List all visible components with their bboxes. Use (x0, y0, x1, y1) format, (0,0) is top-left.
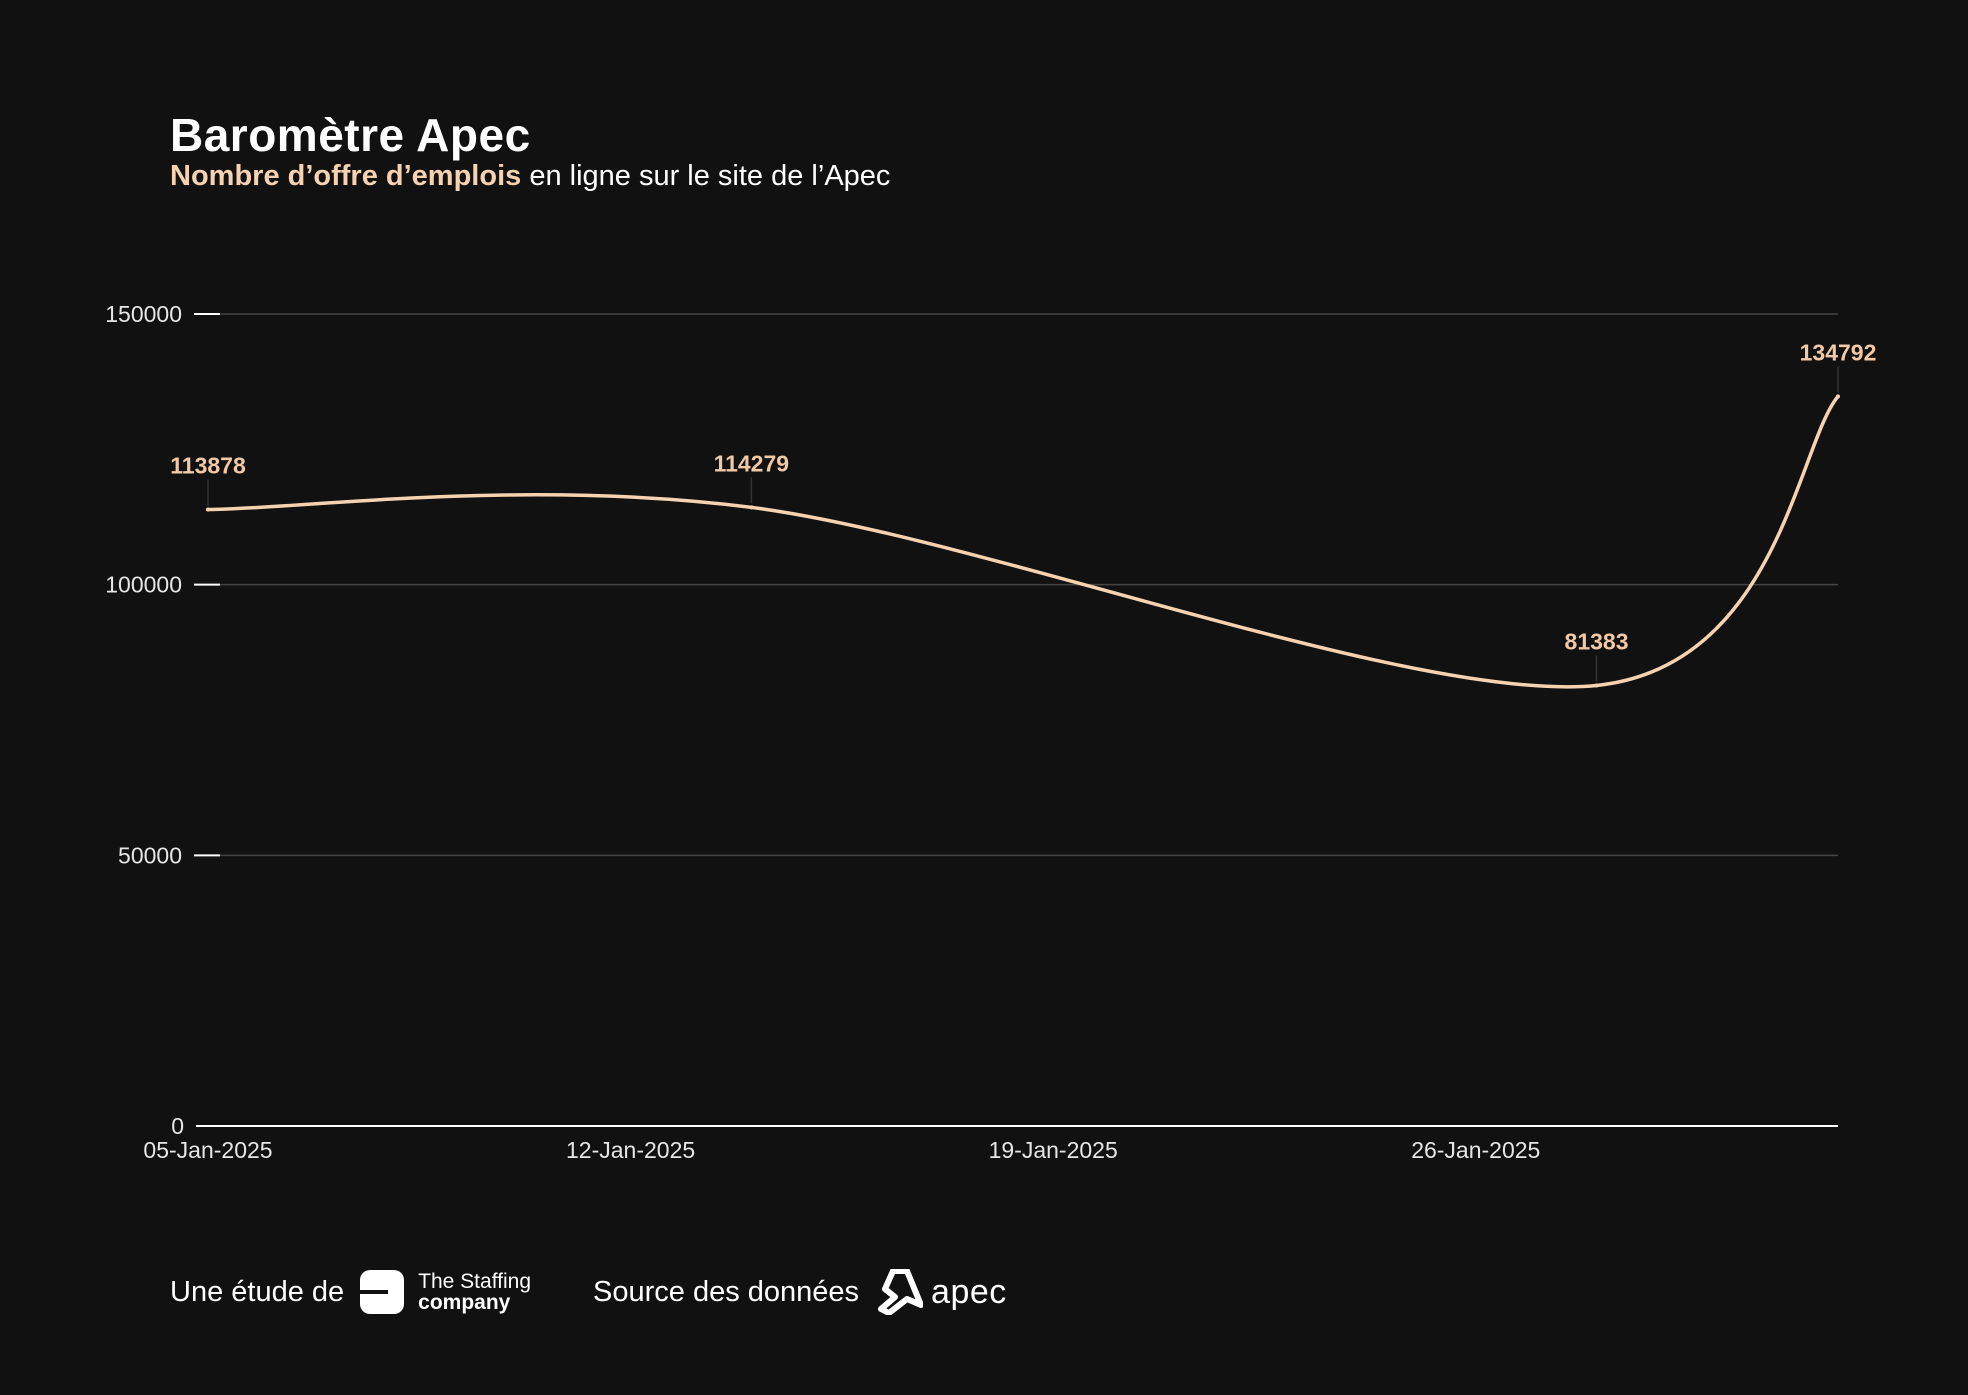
y-tick-label: 100000 (105, 572, 182, 598)
source-label: Source des données (593, 1275, 860, 1308)
y-tick-label: 0 (171, 1113, 184, 1139)
subtitle-highlight: Nombre d’offre d’emplois (170, 160, 522, 192)
data-point (1836, 394, 1840, 399)
x-tick-label: 19-Jan-2025 (989, 1137, 1118, 1163)
data-point (206, 507, 210, 512)
data-point (749, 505, 754, 510)
subtitle-rest: en ligne sur le site de l’Apec (521, 160, 891, 192)
staffing-s-icon (360, 1270, 405, 1314)
data-label: 134792 (1800, 339, 1877, 365)
apec-star-icon (878, 1269, 924, 1315)
y-tick-label: 50000 (118, 842, 182, 868)
staffing-line2: company (418, 1291, 511, 1314)
data-point (1594, 683, 1599, 688)
apec-logo: apec (877, 1269, 1007, 1315)
data-label: 114279 (714, 450, 789, 476)
x-tick-label: 05-Jan-2025 (143, 1137, 272, 1163)
series-line (206, 394, 1840, 689)
data-label: 113878 (170, 453, 246, 479)
chart-subtitle: Nombre d’offre d’emplois en ligne sur le… (170, 160, 890, 193)
apec-wordmark: apec (931, 1272, 1007, 1311)
staffing-line1: The Staffing (418, 1270, 532, 1293)
y-tick-label: 150000 (105, 301, 182, 327)
x-tick-label: 12-Jan-2025 (566, 1137, 695, 1163)
footer: Une étude de The Staffing company Source… (170, 1262, 1007, 1322)
x-tick-label: 26-Jan-2025 (1411, 1137, 1540, 1163)
chart-title: Baromètre Apec (170, 109, 531, 161)
data-label: 81383 (1565, 628, 1629, 654)
staffing-company-logo: The Staffing company (360, 1270, 531, 1314)
study-label: Une étude de (170, 1275, 345, 1308)
